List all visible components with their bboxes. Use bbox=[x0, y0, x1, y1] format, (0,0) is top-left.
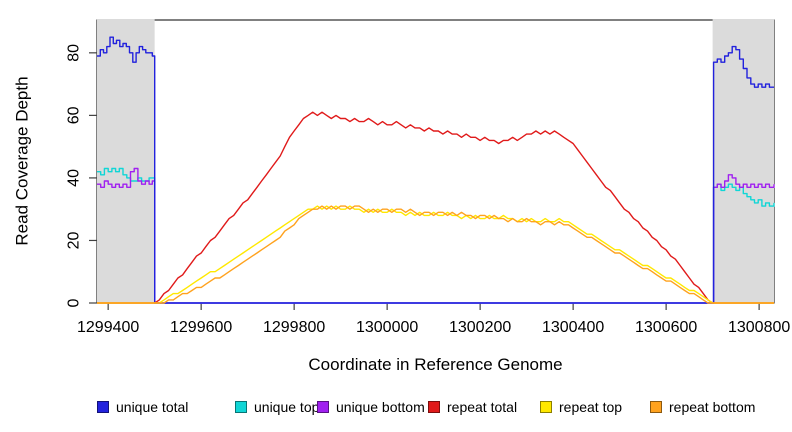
x-tick-label: 1300600 bbox=[635, 319, 697, 336]
y-tick-label: 40 bbox=[65, 169, 82, 187]
plot-box bbox=[96, 19, 775, 304]
y-tick-label: 20 bbox=[65, 231, 82, 249]
x-axis-title: Coordinate in Reference Genome bbox=[308, 355, 563, 374]
y-tick-label: 80 bbox=[65, 44, 82, 62]
y-tick-label: 0 bbox=[65, 298, 82, 307]
x-tick-label: 1299400 bbox=[77, 319, 139, 336]
series-repeat-bottom-line bbox=[97, 205, 774, 304]
series-repeat-total-line bbox=[97, 111, 774, 304]
y-tick-label: 60 bbox=[65, 106, 82, 124]
shaded-region bbox=[97, 19, 155, 304]
series-unique-total-line bbox=[97, 36, 774, 304]
x-tick-label: 1299800 bbox=[263, 319, 325, 336]
series-repeat-top-line bbox=[97, 205, 774, 304]
x-tick-label: 1300000 bbox=[356, 319, 418, 336]
x-tick-label: 1300400 bbox=[542, 319, 604, 336]
y-axis-title: Read Coverage Depth bbox=[12, 76, 32, 246]
x-tick-label: 1300800 bbox=[728, 319, 790, 336]
x-tick-label: 1299600 bbox=[170, 319, 232, 336]
x-tick-label: 1300200 bbox=[449, 319, 511, 336]
